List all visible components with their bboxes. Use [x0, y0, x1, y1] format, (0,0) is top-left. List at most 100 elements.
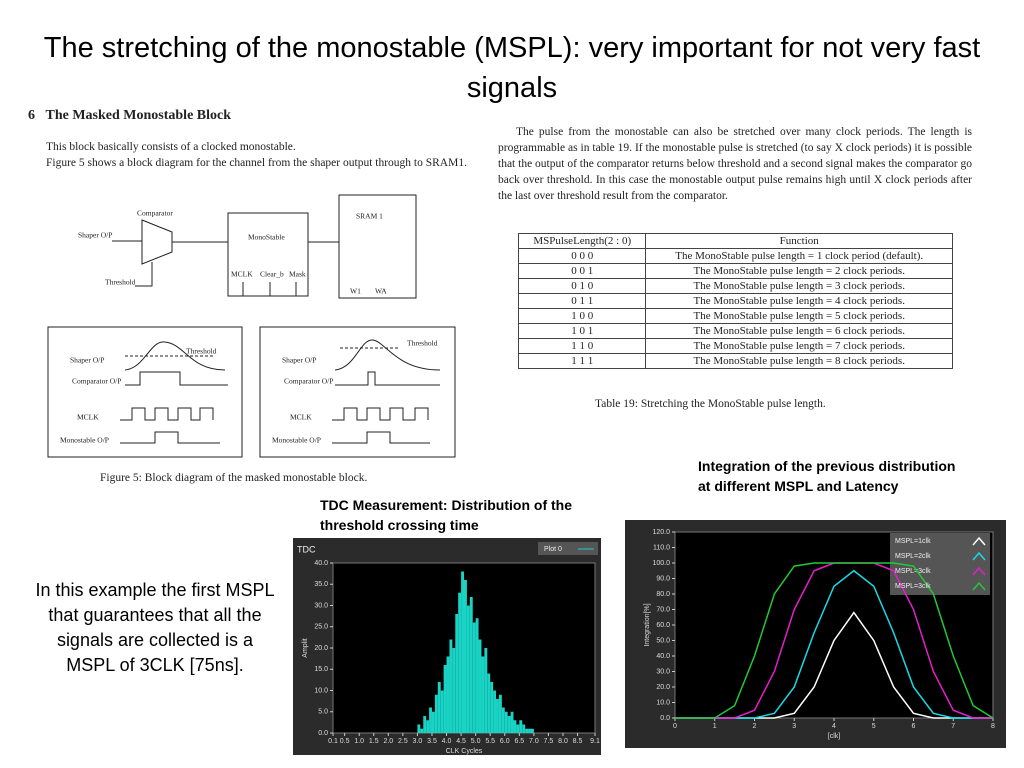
section-number: 6 — [28, 108, 35, 123]
timing-frame — [259, 326, 456, 458]
table-caption: Table 19: Stretching the MonoStable puls… — [595, 398, 826, 410]
timing-label: Threshold — [407, 339, 438, 348]
x-tick-label: 8.5 — [573, 738, 583, 745]
x-tick-label: 7 — [951, 723, 955, 730]
y-tick-label: 50.0 — [656, 637, 670, 644]
diagram-label: WA — [375, 287, 387, 296]
histogram-bar — [487, 673, 491, 733]
table-cell: 1 1 0 — [517, 338, 647, 354]
waveform — [125, 371, 228, 386]
series-line — [675, 569, 993, 719]
y-axis-label: Integration[%] — [644, 603, 651, 646]
x-tick-label: 6.0 — [500, 738, 510, 745]
table-row: 0 1 1 The MonoStable pulse length = 4 clo… — [517, 293, 953, 309]
y-tick-label: 0.0 — [318, 730, 328, 737]
timing-label: Threshold — [186, 347, 217, 356]
histogram-bar — [493, 690, 497, 733]
x-tick-label: 7.5 — [544, 738, 554, 745]
diagram-label: MonoStable — [248, 233, 285, 242]
table-cell: 0 0 1 — [517, 263, 647, 279]
waveform — [120, 407, 214, 421]
table-cell: 0 0 0 — [517, 248, 647, 264]
x-tick-label: 0 — [673, 723, 677, 730]
integration-plot-area — [674, 531, 994, 719]
histogram-bar — [458, 592, 462, 733]
histogram-bar — [429, 707, 432, 733]
x-tick-label: 3.0 — [413, 738, 423, 745]
y-tick-label: 120.0 — [652, 529, 670, 536]
x-tick-label: 5.0 — [471, 738, 481, 745]
timing-label: Monostable O/P — [272, 436, 321, 445]
table-row: 1 1 0 The MonoStable pulse length = 7 clo… — [517, 338, 953, 354]
x-tick-label: 2 — [753, 723, 757, 730]
y-tick-label: 110.0 — [653, 544, 670, 551]
integration-frame — [625, 520, 1006, 748]
diagram-label: Shaper O/P — [78, 231, 112, 240]
waveform — [334, 339, 441, 371]
histogram-bar — [423, 716, 427, 733]
histogram-bar — [466, 605, 470, 733]
timing-label: Monostable O/P — [60, 436, 109, 445]
table-cell: The MonoStable pulse length = 7 clock pe… — [645, 338, 953, 354]
histogram-bar — [475, 618, 479, 733]
diagram-label: Threshold — [105, 278, 136, 287]
x-tick-label: 3 — [792, 723, 796, 730]
histogram-bar — [431, 711, 435, 733]
x-tick-label: 6.5 — [514, 738, 524, 745]
header-cell: Function — [645, 233, 953, 249]
table-row: 1 0 1 The MonoStable pulse length = 6 clo… — [517, 323, 953, 339]
slide-title: The stretching of the monostable (MSPL):… — [43, 32, 981, 104]
y-tick-label: 10.0 — [656, 699, 670, 706]
table-cell: The MonoStable pulse length = 6 clock pe… — [645, 323, 953, 339]
histogram-bar — [449, 639, 453, 733]
histogram-bar — [481, 656, 485, 733]
paragraph: Figure 5 shows a block diagram for the c… — [46, 157, 467, 169]
x-tick-label: 1.0 — [354, 738, 364, 745]
y-tick-label: 35.0 — [314, 581, 328, 588]
y-tick-label: 90.0 — [656, 575, 670, 582]
timing-label: Shaper O/P — [282, 356, 316, 365]
table-cell: 0 1 1 — [517, 293, 647, 309]
table-cell: 0 1 0 — [517, 278, 647, 294]
block-diagram — [47, 194, 456, 458]
histogram-bar — [510, 711, 514, 733]
timing-label: Comparator O/P — [284, 377, 333, 386]
diagram-label: MCLK — [231, 270, 253, 279]
legend-label: MSPL=2clk — [895, 553, 931, 560]
histogram-bar — [455, 614, 459, 733]
x-tick-label: 2.0 — [383, 738, 393, 745]
legend-swatch — [972, 566, 986, 576]
histogram-bar — [507, 716, 511, 733]
sram-box — [338, 194, 417, 299]
timing-label: Shaper O/P — [70, 356, 104, 365]
histogram-bar — [478, 639, 482, 733]
histogram-bar — [501, 707, 505, 733]
comparator-symbol — [141, 219, 173, 265]
histogram-bar — [461, 571, 464, 733]
histogram-bar — [437, 682, 441, 733]
x-tick-label: 4.5 — [456, 738, 466, 745]
y-tick-label: 5.0 — [318, 709, 328, 716]
x-axis-label: [clk] — [828, 733, 841, 740]
legend-swatch — [972, 581, 986, 591]
wire — [135, 262, 153, 287]
y-tick-label: 40.0 — [314, 560, 328, 567]
series-line — [675, 562, 993, 719]
x-tick-label: 4.0 — [442, 738, 452, 745]
x-tick-label: 8.0 — [558, 738, 568, 745]
table-cell: The MonoStable pulse length = 8 clock pe… — [645, 353, 953, 369]
tdc-frame — [293, 538, 601, 755]
table-cell: The MonoStable pulse length = 5 clock pe… — [645, 308, 953, 324]
integration-legend — [890, 533, 990, 595]
annotation: Integration of the previous distribution… — [698, 458, 956, 494]
chart-title: TDC — [297, 544, 316, 554]
y-axis-label: Amplit — [302, 638, 309, 658]
histogram-bar — [426, 720, 430, 733]
waveform — [332, 431, 430, 444]
table: MSPulseLength(2 : 0) Function 0 0 0 The Mon… — [517, 233, 953, 369]
x-tick-label: 5 — [872, 723, 876, 730]
histogram-bar — [530, 728, 534, 733]
header-cell: MSPulseLength(2 : 0) — [517, 233, 647, 249]
y-tick-label: 20.0 — [656, 684, 670, 691]
